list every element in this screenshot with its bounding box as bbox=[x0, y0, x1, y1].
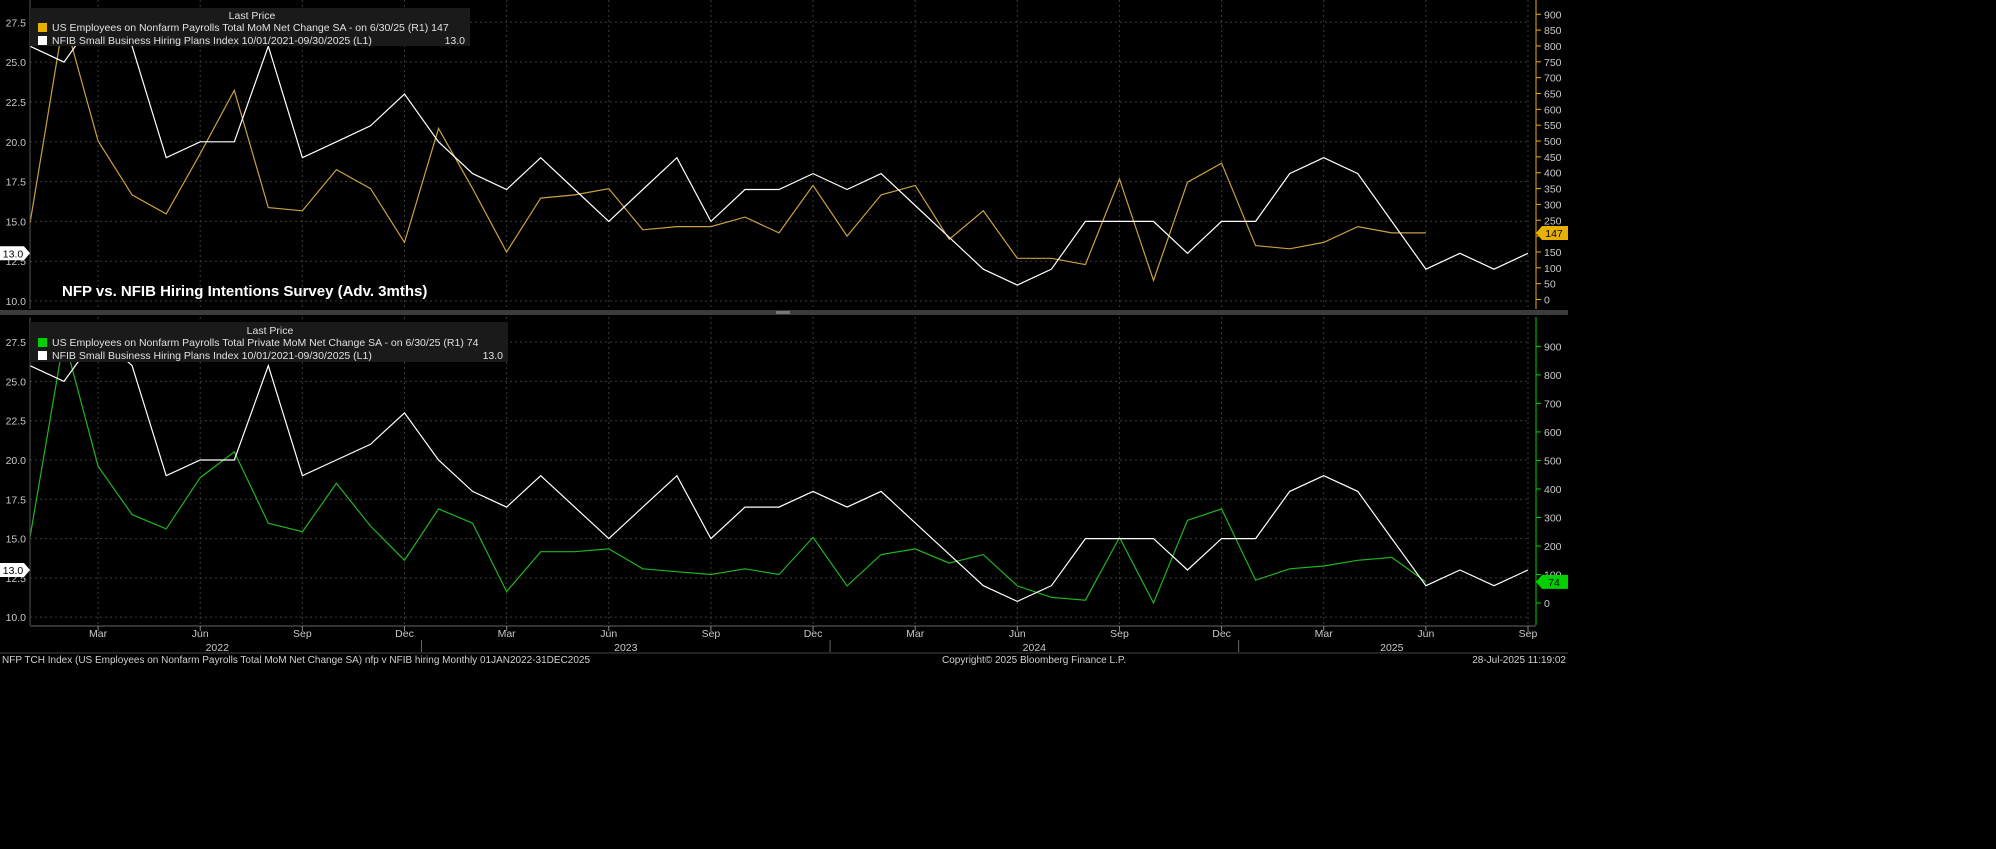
right-tick-label: 650 bbox=[1544, 88, 1562, 100]
x-month-label: Dec bbox=[804, 628, 823, 640]
chart-window: 10.0 12.5 15.0 17.5 20.0 22.5 25.0 27.5 0 50 100 15… bbox=[0, 0, 1568, 667]
left-tick-label: 15.0 bbox=[6, 534, 27, 546]
x-month-label: Sep bbox=[1110, 628, 1129, 640]
right-last-value-label: 74 bbox=[1548, 577, 1560, 589]
right-tick-label: 550 bbox=[1544, 120, 1562, 132]
x-month-label: Mar bbox=[498, 628, 517, 640]
x-month-label: Jun bbox=[1009, 628, 1026, 640]
right-tick-label: 800 bbox=[1544, 41, 1562, 53]
x-month-label: Mar bbox=[89, 628, 108, 640]
x-month-label: Sep bbox=[1519, 628, 1538, 640]
footer-description: NFP TCH Index (US Employees on Nonfarm P… bbox=[2, 655, 590, 666]
right-last-value-label: 147 bbox=[1545, 228, 1563, 240]
series-line-nfib bbox=[29, 13, 1529, 286]
left-tick-label: 10.0 bbox=[6, 612, 27, 624]
right-tick-label: 0 bbox=[1544, 598, 1550, 610]
left-tick-label: 20.0 bbox=[6, 455, 27, 467]
legend-swatch-nfp-private bbox=[38, 338, 47, 347]
right-tick-label: 600 bbox=[1544, 427, 1562, 439]
legend-last-nfib-2: 13.0 bbox=[483, 350, 504, 362]
x-month-label: Dec bbox=[1212, 628, 1231, 640]
x-month-label: Jun bbox=[1417, 628, 1434, 640]
left-tick-label: 22.5 bbox=[6, 97, 27, 109]
left-last-value-badge bbox=[0, 563, 30, 577]
left-tick-label: 17.5 bbox=[6, 177, 27, 189]
x-month-label: Sep bbox=[293, 628, 312, 640]
right-tick-label: 400 bbox=[1544, 484, 1562, 496]
right-tick-label: 450 bbox=[1544, 152, 1562, 164]
chart-canvas: 10.012.515.017.520.022.525.027.505010015… bbox=[0, 0, 1568, 667]
right-tick-label: 250 bbox=[1544, 215, 1562, 227]
legend-box-1 bbox=[30, 8, 470, 46]
right-tick-label: 800 bbox=[1544, 370, 1562, 382]
legend-swatch-nfib-2 bbox=[38, 351, 47, 360]
x-year-label: 2022 bbox=[206, 642, 230, 654]
series-line-nfp bbox=[29, 337, 1427, 605]
x-month-label: Sep bbox=[702, 628, 721, 640]
right-tick-label: 500 bbox=[1544, 136, 1562, 148]
right-tick-label: 150 bbox=[1544, 247, 1562, 259]
x-month-label: Jun bbox=[192, 628, 209, 640]
legend-label-nfib-2: NFIB Small Business Hiring Plans Index 1… bbox=[52, 350, 372, 362]
right-tick-label: 100 bbox=[1544, 263, 1562, 275]
left-tick-label: 25.0 bbox=[6, 57, 27, 69]
right-tick-label: 300 bbox=[1544, 199, 1562, 211]
panel-resize-handle[interactable] bbox=[776, 311, 790, 314]
legend-last-nfib: 13.0 bbox=[445, 35, 466, 47]
left-last-value-badge bbox=[0, 246, 30, 261]
right-tick-label: 50 bbox=[1544, 279, 1556, 291]
right-tick-label: 500 bbox=[1544, 455, 1562, 467]
legend-swatch-nfib bbox=[38, 36, 47, 45]
footer-copyright: Copyright© 2025 Bloomberg Finance L.P. bbox=[942, 655, 1126, 666]
left-last-value-label: 13.0 bbox=[3, 565, 24, 577]
right-tick-label: 200 bbox=[1544, 541, 1562, 553]
legend-box-2 bbox=[30, 322, 508, 362]
x-month-label: Mar bbox=[1315, 628, 1334, 640]
legend-header-2: Last Price bbox=[247, 325, 294, 337]
x-year-label: 2024 bbox=[1023, 642, 1047, 654]
right-tick-label: 350 bbox=[1544, 184, 1562, 196]
left-last-value-label: 13.0 bbox=[3, 248, 24, 260]
right-last-value-badge bbox=[1536, 574, 1568, 589]
right-tick-label: 700 bbox=[1544, 398, 1562, 410]
right-tick-label: 750 bbox=[1544, 57, 1562, 69]
footer-timestamp: 28-Jul-2025 11:19:02 bbox=[1472, 655, 1566, 666]
left-tick-label: 27.5 bbox=[6, 17, 27, 29]
right-tick-label: 400 bbox=[1544, 168, 1562, 180]
series-line-nfib bbox=[29, 333, 1529, 603]
left-tick-label: 15.0 bbox=[6, 216, 27, 228]
right-tick-label: 850 bbox=[1544, 25, 1562, 37]
left-tick-label: 10.0 bbox=[6, 296, 27, 308]
left-tick-label: 22.5 bbox=[6, 416, 27, 428]
chart-title: NFP vs. NFIB Hiring Intentions Survey (A… bbox=[62, 283, 427, 300]
x-month-label: Mar bbox=[906, 628, 925, 640]
x-year-label: 2025 bbox=[1380, 642, 1404, 654]
right-tick-label: 700 bbox=[1544, 73, 1562, 85]
right-tick-label: 0 bbox=[1544, 294, 1550, 306]
right-tick-label: 900 bbox=[1544, 9, 1562, 21]
x-month-label: Jun bbox=[600, 628, 617, 640]
left-tick-label: 20.0 bbox=[6, 137, 27, 149]
left-tick-label: 27.5 bbox=[6, 337, 27, 349]
x-month-label: Dec bbox=[395, 628, 414, 640]
legend-label-nfib: NFIB Small Business Hiring Plans Index 1… bbox=[52, 35, 372, 47]
legend-swatch-nfp-total bbox=[38, 23, 47, 32]
right-tick-label: 300 bbox=[1544, 512, 1562, 524]
legend-label-nfp-total: US Employees on Nonfarm Payrolls Total M… bbox=[52, 22, 449, 34]
right-tick-label: 900 bbox=[1544, 341, 1562, 353]
left-tick-label: 25.0 bbox=[6, 376, 27, 388]
right-tick-label: 600 bbox=[1544, 104, 1562, 116]
legend-header-1: Last Price bbox=[229, 10, 276, 22]
series-line-nfp bbox=[29, 17, 1426, 283]
left-tick-label: 17.5 bbox=[6, 494, 27, 506]
x-year-label: 2023 bbox=[614, 642, 638, 654]
right-last-value-badge bbox=[1536, 225, 1568, 240]
legend-label-nfp-private: US Employees on Nonfarm Payrolls Total P… bbox=[52, 337, 479, 349]
